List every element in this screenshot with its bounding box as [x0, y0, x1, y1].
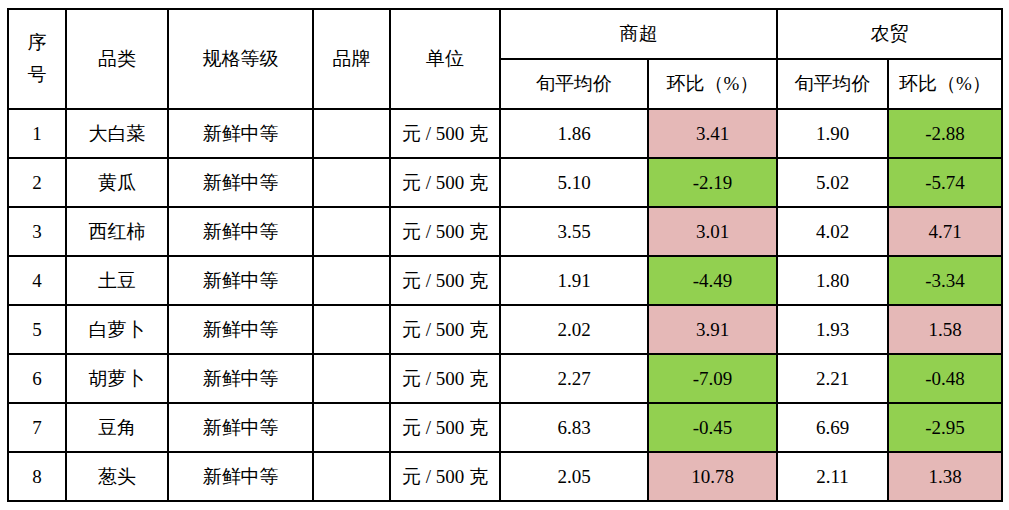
price-table: 序号 品类 规格等级 品牌 单位 商超 农贸 旬平均价 环比（%） 旬平均价 环…: [7, 8, 1003, 502]
cell-brand: [313, 452, 390, 501]
header-unit: 单位: [390, 9, 500, 109]
cell-brand: [313, 305, 390, 354]
page: 序号 品类 规格等级 品牌 单位 商超 农贸 旬平均价 环比（%） 旬平均价 环…: [0, 0, 1009, 510]
cell-farm-avg-price: 4.02: [777, 207, 888, 256]
header-farmers-group: 农贸: [777, 9, 1002, 59]
cell-farm-mom: -0.48: [888, 354, 1002, 403]
header-supermarket-group: 商超: [500, 9, 777, 59]
cell-farm-mom: 4.71: [888, 207, 1002, 256]
cell-farm-mom: 1.38: [888, 452, 1002, 501]
cell-farm-mom: 1.58: [888, 305, 1002, 354]
cell-farm-mom: -3.34: [888, 256, 1002, 305]
table-row: 7 豆角 新鲜中等 元 / 500 克 6.83 -0.45 6.69 -2.9…: [8, 403, 1002, 452]
cell-super-mom: 3.91: [648, 305, 777, 354]
header-category: 品类: [66, 9, 168, 109]
cell-unit: 元 / 500 克: [390, 354, 500, 403]
cell-spec: 新鲜中等: [168, 403, 313, 452]
cell-super-mom: -0.45: [648, 403, 777, 452]
cell-category: 胡萝卜: [66, 354, 168, 403]
cell-serial: 1: [8, 109, 66, 158]
header-serial-label: 序号: [27, 27, 48, 92]
cell-serial: 3: [8, 207, 66, 256]
cell-farm-avg-price: 5.02: [777, 158, 888, 207]
cell-unit: 元 / 500 克: [390, 452, 500, 501]
cell-super-avg-price: 2.05: [500, 452, 648, 501]
table-row: 3 西红柿 新鲜中等 元 / 500 克 3.55 3.01 4.02 4.71: [8, 207, 1002, 256]
table-row: 8 葱头 新鲜中等 元 / 500 克 2.05 10.78 2.11 1.38: [8, 452, 1002, 501]
cell-unit: 元 / 500 克: [390, 256, 500, 305]
cell-super-mom: -4.49: [648, 256, 777, 305]
cell-unit: 元 / 500 克: [390, 403, 500, 452]
cell-brand: [313, 109, 390, 158]
header-spec: 规格等级: [168, 9, 313, 109]
table-row: 1 大白菜 新鲜中等 元 / 500 克 1.86 3.41 1.90 -2.8…: [8, 109, 1002, 158]
table-row: 5 白萝卜 新鲜中等 元 / 500 克 2.02 3.91 1.93 1.58: [8, 305, 1002, 354]
cell-spec: 新鲜中等: [168, 305, 313, 354]
cell-farm-mom: -2.88: [888, 109, 1002, 158]
cell-super-mom: 3.01: [648, 207, 777, 256]
cell-super-avg-price: 1.86: [500, 109, 648, 158]
cell-serial: 4: [8, 256, 66, 305]
cell-unit: 元 / 500 克: [390, 305, 500, 354]
cell-brand: [313, 158, 390, 207]
cell-category: 白萝卜: [66, 305, 168, 354]
header-brand: 品牌: [313, 9, 390, 109]
cell-spec: 新鲜中等: [168, 452, 313, 501]
cell-farm-avg-price: 1.90: [777, 109, 888, 158]
cell-category: 葱头: [66, 452, 168, 501]
cell-super-mom: 10.78: [648, 452, 777, 501]
cell-farm-avg-price: 2.21: [777, 354, 888, 403]
cell-spec: 新鲜中等: [168, 256, 313, 305]
cell-brand: [313, 207, 390, 256]
cell-super-avg-price: 3.55: [500, 207, 648, 256]
cell-farm-avg-price: 2.11: [777, 452, 888, 501]
table-row: 2 黄瓜 新鲜中等 元 / 500 克 5.10 -2.19 5.02 -5.7…: [8, 158, 1002, 207]
header-serial: 序号: [8, 9, 66, 109]
cell-brand: [313, 256, 390, 305]
header-super-avg-price: 旬平均价: [500, 59, 648, 109]
cell-spec: 新鲜中等: [168, 109, 313, 158]
table-row: 4 土豆 新鲜中等 元 / 500 克 1.91 -4.49 1.80 -3.3…: [8, 256, 1002, 305]
cell-category: 西红柿: [66, 207, 168, 256]
cell-unit: 元 / 500 克: [390, 207, 500, 256]
cell-serial: 6: [8, 354, 66, 403]
cell-category: 黄瓜: [66, 158, 168, 207]
header-row-groups: 序号 品类 规格等级 品牌 单位 商超 农贸: [8, 9, 1002, 59]
cell-category: 大白菜: [66, 109, 168, 158]
cell-unit: 元 / 500 克: [390, 109, 500, 158]
cell-serial: 5: [8, 305, 66, 354]
cell-category: 土豆: [66, 256, 168, 305]
cell-farm-mom: -5.74: [888, 158, 1002, 207]
cell-super-avg-price: 1.91: [500, 256, 648, 305]
cell-farm-avg-price: 1.93: [777, 305, 888, 354]
cell-super-avg-price: 2.27: [500, 354, 648, 403]
cell-serial: 8: [8, 452, 66, 501]
table-body: 1 大白菜 新鲜中等 元 / 500 克 1.86 3.41 1.90 -2.8…: [8, 109, 1002, 501]
cell-spec: 新鲜中等: [168, 354, 313, 403]
cell-brand: [313, 354, 390, 403]
cell-category: 豆角: [66, 403, 168, 452]
cell-super-avg-price: 5.10: [500, 158, 648, 207]
cell-spec: 新鲜中等: [168, 207, 313, 256]
cell-super-avg-price: 2.02: [500, 305, 648, 354]
cell-super-mom: 3.41: [648, 109, 777, 158]
cell-serial: 7: [8, 403, 66, 452]
cell-farm-avg-price: 6.69: [777, 403, 888, 452]
cell-serial: 2: [8, 158, 66, 207]
cell-super-mom: -2.19: [648, 158, 777, 207]
header-super-mom: 环比（%）: [648, 59, 777, 109]
cell-farm-avg-price: 1.80: [777, 256, 888, 305]
cell-farm-mom: -2.95: [888, 403, 1002, 452]
cell-spec: 新鲜中等: [168, 158, 313, 207]
header-farm-mom: 环比（%）: [888, 59, 1002, 109]
header-farm-avg-price: 旬平均价: [777, 59, 888, 109]
cell-super-avg-price: 6.83: [500, 403, 648, 452]
cell-brand: [313, 403, 390, 452]
cell-unit: 元 / 500 克: [390, 158, 500, 207]
cell-super-mom: -7.09: [648, 354, 777, 403]
table-row: 6 胡萝卜 新鲜中等 元 / 500 克 2.27 -7.09 2.21 -0.…: [8, 354, 1002, 403]
